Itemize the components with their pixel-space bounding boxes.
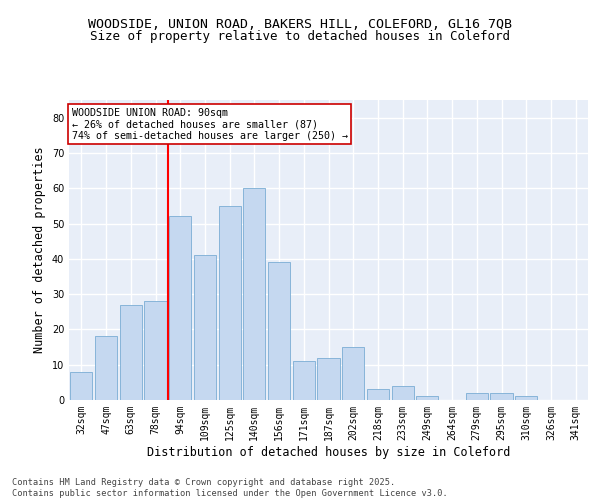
Bar [367, 390, 389, 400]
Bar [194, 256, 216, 400]
Bar [515, 396, 538, 400]
Bar [392, 386, 414, 400]
Bar [169, 216, 191, 400]
Bar [342, 347, 364, 400]
Bar [218, 206, 241, 400]
Text: Size of property relative to detached houses in Coleford: Size of property relative to detached ho… [90, 30, 510, 43]
Bar [466, 393, 488, 400]
Bar [243, 188, 265, 400]
Bar [145, 301, 167, 400]
Bar [119, 304, 142, 400]
Text: WOODSIDE, UNION ROAD, BAKERS HILL, COLEFORD, GL16 7QB: WOODSIDE, UNION ROAD, BAKERS HILL, COLEF… [88, 18, 512, 30]
Bar [490, 393, 512, 400]
Text: Contains HM Land Registry data © Crown copyright and database right 2025.
Contai: Contains HM Land Registry data © Crown c… [12, 478, 448, 498]
Y-axis label: Number of detached properties: Number of detached properties [33, 146, 46, 354]
Text: WOODSIDE UNION ROAD: 90sqm
← 26% of detached houses are smaller (87)
74% of semi: WOODSIDE UNION ROAD: 90sqm ← 26% of deta… [71, 108, 347, 140]
Bar [268, 262, 290, 400]
Bar [70, 372, 92, 400]
X-axis label: Distribution of detached houses by size in Coleford: Distribution of detached houses by size … [147, 446, 510, 458]
Bar [293, 361, 315, 400]
Bar [317, 358, 340, 400]
Bar [95, 336, 117, 400]
Bar [416, 396, 439, 400]
